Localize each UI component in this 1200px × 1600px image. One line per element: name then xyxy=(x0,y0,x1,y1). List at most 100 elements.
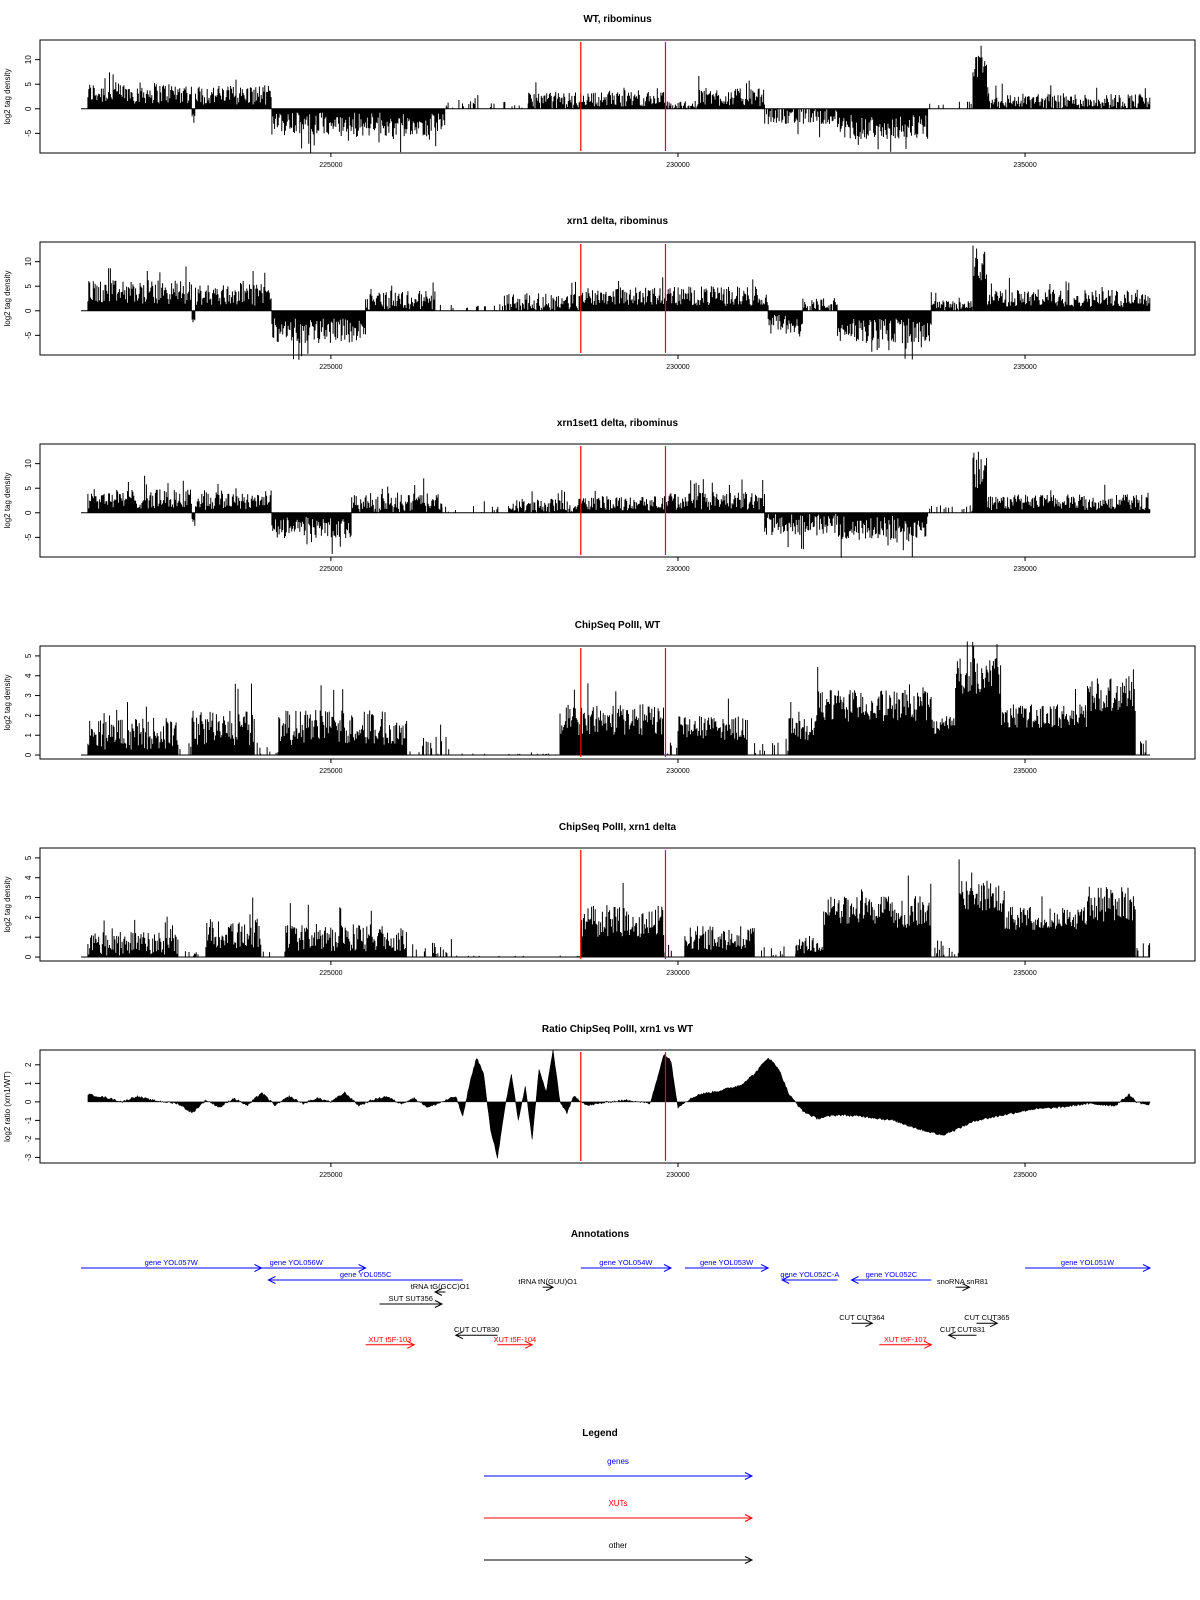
feature-label: CUT CUT831 xyxy=(940,1325,985,1334)
signal-bars xyxy=(87,859,1151,957)
arrowhead-icon xyxy=(433,1288,443,1296)
ratio-area xyxy=(87,1049,1151,1159)
y-tick-label: 0 xyxy=(24,106,33,111)
x-tick-label: 225000 xyxy=(319,162,342,169)
x-tick-label: 235000 xyxy=(1013,566,1036,573)
feature-label: CUT CUT364 xyxy=(839,1313,884,1322)
y-tick-label: 10 xyxy=(24,55,33,64)
legend-label: other xyxy=(609,1541,628,1550)
panel-title: ChipSeq PolII, WT xyxy=(575,620,661,631)
y-tick-label: 10 xyxy=(24,459,33,468)
arrowhead-icon xyxy=(524,1340,534,1349)
y-tick-label: 0 xyxy=(24,752,33,757)
annotation-feature: gene YOL057W xyxy=(81,1258,263,1272)
annotation-feature: gene YOL056W xyxy=(226,1258,367,1272)
arrowhead-icon xyxy=(1142,1264,1152,1272)
y-axis-label: log2 tag density xyxy=(3,674,12,730)
annotation-feature: CUT CUT365 xyxy=(964,1313,1010,1328)
y-tick-label: 5 xyxy=(24,855,33,860)
track-panel: ChipSeq PolII, WT 0 1 2 3 4 5 log2 tag density 2… xyxy=(3,620,1196,775)
x-tick-label: 225000 xyxy=(319,970,342,977)
y-axis-label: log2 tag density xyxy=(3,472,12,528)
x-tick-label: 225000 xyxy=(319,566,342,573)
y-tick-label: 2 xyxy=(24,713,33,718)
y-tick-label: -3 xyxy=(24,1153,33,1161)
y-tick-label: -2 xyxy=(24,1135,33,1143)
feature-label: gene YOL051W xyxy=(1061,1258,1115,1267)
annotation-feature: SUT SUT356 xyxy=(379,1294,444,1308)
feature-label: gene YOL053W xyxy=(700,1258,754,1267)
legend-entry: other xyxy=(484,1541,754,1564)
plot-frame xyxy=(39,1049,1196,1164)
plot-frame xyxy=(39,645,1196,760)
arrowhead-icon xyxy=(962,1283,971,1292)
signal-bars xyxy=(87,245,1151,360)
arrowhead-icon xyxy=(990,1319,999,1328)
x-tick-label: 225000 xyxy=(319,1172,342,1179)
annotation-feature: XUT t5F-104 xyxy=(493,1335,536,1349)
y-tick-label: 0 xyxy=(24,954,33,959)
arrowhead-icon xyxy=(744,1556,754,1564)
y-tick-label: 1 xyxy=(24,732,33,737)
arrowhead-icon xyxy=(267,1276,276,1284)
arrowhead-icon xyxy=(406,1340,416,1349)
arrowhead-icon xyxy=(924,1340,933,1349)
y-tick-label: 3 xyxy=(24,895,33,900)
y-tick-label: 0 xyxy=(24,510,33,515)
y-tick-label: 1 xyxy=(24,934,33,939)
feature-label: gene YOL052C-A xyxy=(780,1270,839,1279)
arrowhead-icon xyxy=(358,1264,367,1272)
y-tick-label: 5 xyxy=(24,81,33,86)
feature-label: gene YOL052C xyxy=(866,1270,918,1279)
plot-frame xyxy=(39,443,1196,558)
arrowhead-icon xyxy=(744,1472,754,1480)
arrowhead-icon xyxy=(865,1319,874,1328)
feature-label: gene YOL055C xyxy=(340,1270,392,1279)
annotation-feature: snoRNA snR81 xyxy=(937,1277,988,1292)
y-tick-label: 3 xyxy=(24,693,33,698)
annotation-feature: gene YOL054W xyxy=(580,1258,673,1272)
y-axis-label: log2 tag density xyxy=(3,270,12,326)
y-tick-label: -1 xyxy=(24,1116,33,1124)
x-tick-label: 230000 xyxy=(666,566,689,573)
annotation-items: gene YOL057W gene YOL056W gene YOL055C gene… xyxy=(81,1258,1152,1349)
annotation-feature: gene YOL053W xyxy=(684,1258,770,1272)
arrowhead-icon xyxy=(545,1283,555,1292)
arrowhead-icon xyxy=(434,1300,444,1308)
arrowhead-icon xyxy=(850,1276,859,1284)
x-tick-label: 230000 xyxy=(666,364,689,371)
signal-bars xyxy=(87,45,1151,153)
annotations-section: Annotations gene YOL057W gene YOL056Wgene… xyxy=(81,1229,1152,1349)
legend-label: XUTs xyxy=(608,1499,627,1508)
y-tick-label: 4 xyxy=(24,875,33,880)
arrowhead-icon xyxy=(744,1514,754,1522)
y-tick-label: -5 xyxy=(24,129,33,137)
x-tick-label: 235000 xyxy=(1013,364,1036,371)
y-tick-label: -5 xyxy=(24,331,33,339)
feature-label: tRNA tG(GCC)O1 xyxy=(411,1282,470,1291)
x-tick-label: 235000 xyxy=(1013,1172,1036,1179)
signal-bars xyxy=(87,451,1151,558)
x-tick-label: 230000 xyxy=(666,1172,689,1179)
track-panel: ChipSeq PolII, xrn1 delta 0 1 2 3 4 5 log2 tag … xyxy=(3,822,1196,977)
y-tick-label: -5 xyxy=(24,533,33,541)
annotation-feature: XUT t5F-107 xyxy=(879,1335,933,1349)
y-tick-label: 0 xyxy=(24,308,33,313)
arrowhead-icon xyxy=(663,1264,673,1272)
y-tick-label: 5 xyxy=(24,485,33,490)
legend-label: genes xyxy=(607,1457,629,1466)
y-tick-label: 2 xyxy=(24,1062,33,1067)
y-tick-label: 2 xyxy=(24,915,33,920)
y-axis-label: log2 ratio (xrn1/WT) xyxy=(3,1071,12,1142)
feature-label: gene YOL056W xyxy=(270,1258,324,1267)
y-tick-label: 1 xyxy=(24,1081,33,1086)
x-tick-label: 230000 xyxy=(666,162,689,169)
panel-title: WT, ribominus xyxy=(583,14,652,25)
x-tick-label: 230000 xyxy=(666,970,689,977)
annotation-feature: gene YOL052C xyxy=(850,1270,932,1284)
feature-label: XUT t5F-103 xyxy=(369,1335,412,1344)
feature-label: gene YOL054W xyxy=(599,1258,653,1267)
annotation-feature: tRNA tG(GCC)O1 xyxy=(411,1282,470,1296)
plot-frame xyxy=(39,241,1196,356)
